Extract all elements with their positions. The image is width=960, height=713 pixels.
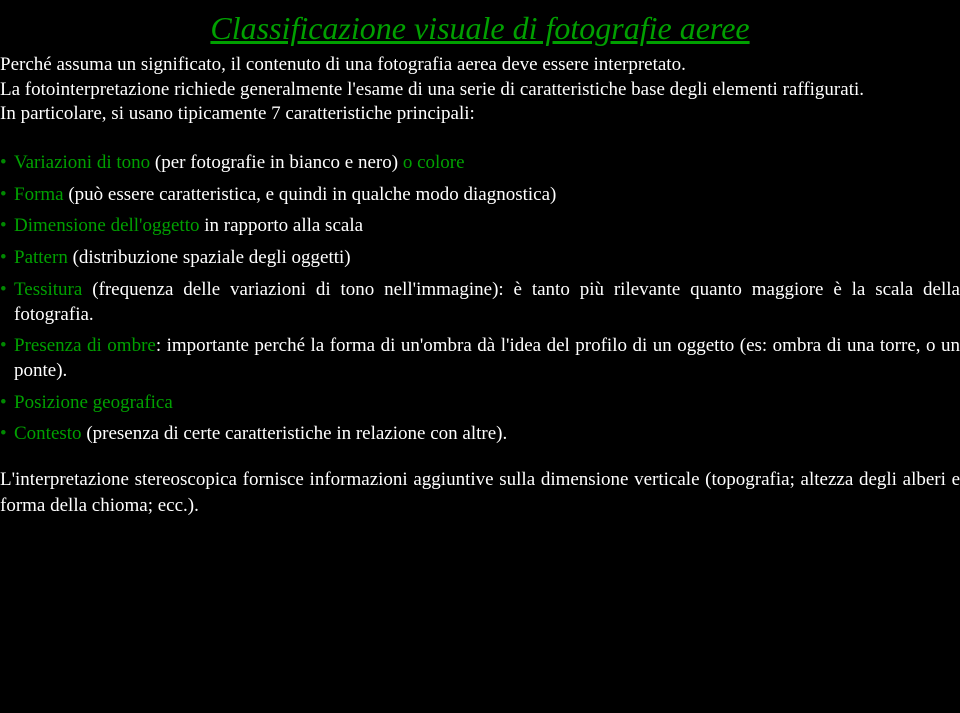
bullet-dimensione: Dimensione dell'oggetto in rapporto alla… [0, 214, 960, 239]
bullet-forma: Forma (può essere caratteristica, e quin… [0, 183, 960, 208]
term-posizione: Posizione geografica [14, 392, 173, 413]
text-ombre: : importante perché la forma di un'ombra… [14, 335, 960, 381]
bullet-posizione: Posizione geografica [0, 391, 960, 416]
text-forma: (può essere caratteristica, e quindi in … [64, 184, 557, 205]
term-forma: Forma [14, 184, 64, 205]
bullet-tessitura: Tessitura (frequenza delle variazioni di… [0, 278, 960, 327]
intro-line-2b: In particolare, si usano tipicamente 7 c… [0, 102, 960, 127]
text-tone-mid: (per fotografie in bianco e nero) [150, 152, 403, 173]
bullet-contesto: Contesto (presenza di certe caratteristi… [0, 422, 960, 447]
text-tessitura: (frequenza delle variazioni di tono nell… [14, 279, 960, 325]
term-ombre: Presenza di ombre [14, 335, 156, 356]
term-pattern: Pattern [14, 247, 68, 268]
closing-paragraph: L'interpretazione stereoscopica fornisce… [0, 467, 960, 518]
bullet-tone: Variazioni di tono (per fotografie in bi… [0, 151, 960, 176]
term-tone: Variazioni di tono [14, 152, 150, 173]
intro-block: Perché assuma un significato, il contenu… [0, 53, 960, 127]
text-dimensione: in rapporto alla scala [199, 215, 363, 236]
term-color: o colore [403, 152, 465, 173]
intro-line-2a: La fotointerpretazione richiede generalm… [0, 78, 960, 103]
text-pattern: (distribuzione spaziale degli oggetti) [68, 247, 351, 268]
bullet-list: Variazioni di tono (per fotografie in bi… [0, 151, 960, 447]
intro-line-1: Perché assuma un significato, il contenu… [0, 53, 960, 78]
text-contesto: (presenza di certe caratteristiche in re… [82, 423, 508, 444]
term-tessitura: Tessitura [14, 279, 82, 300]
term-dimensione: Dimensione dell'oggetto [14, 215, 199, 236]
bullet-ombre: Presenza di ombre: importante perché la … [0, 334, 960, 383]
slide-title: Classificazione visuale di fotografie ae… [0, 10, 960, 47]
bullet-pattern: Pattern (distribuzione spaziale degli og… [0, 246, 960, 271]
term-contesto: Contesto [14, 423, 82, 444]
